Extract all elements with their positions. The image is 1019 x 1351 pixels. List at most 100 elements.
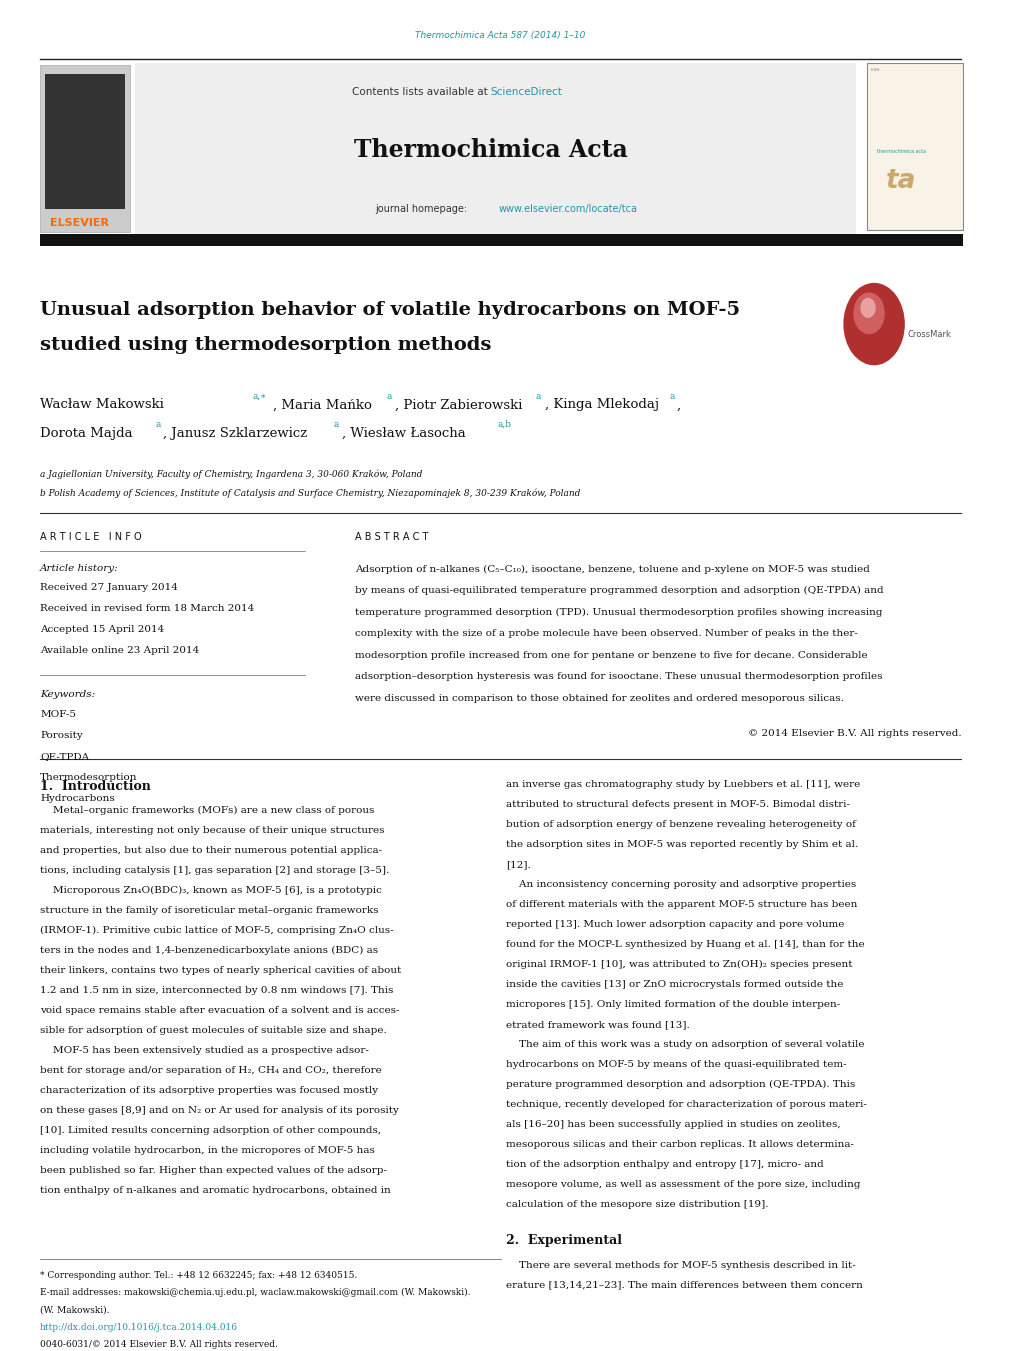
Text: 2.  Experimental: 2. Experimental	[505, 1233, 621, 1247]
Text: their linkers, contains two types of nearly spherical cavities of about: their linkers, contains two types of nea…	[40, 966, 400, 975]
Text: Hydrocarbons: Hydrocarbons	[40, 794, 115, 802]
Text: [10]. Limited results concerning adsorption of other compounds,: [10]. Limited results concerning adsorpt…	[40, 1125, 381, 1135]
Text: a Jagiellonian University, Faculty of Chemistry, Ingardena 3, 30-060 Kraków, Pol: a Jagiellonian University, Faculty of Ch…	[40, 470, 422, 480]
Text: [12].: [12].	[505, 861, 530, 870]
Text: micropores [15]. Only limited formation of the double interpen-: micropores [15]. Only limited formation …	[505, 1000, 839, 1009]
Text: , Janusz Szklarzewicz: , Janusz Szklarzewicz	[163, 427, 307, 439]
Text: http://dx.doi.org/10.1016/j.tca.2014.04.016: http://dx.doi.org/10.1016/j.tca.2014.04.…	[40, 1324, 237, 1332]
Text: materials, interesting not only because of their unique structures: materials, interesting not only because …	[40, 825, 384, 835]
Text: Article history:: Article history:	[40, 565, 118, 573]
Text: Thermochimica Acta 587 (2014) 1–10: Thermochimica Acta 587 (2014) 1–10	[415, 31, 585, 39]
Text: structure in the family of isoreticular metal–organic frameworks: structure in the family of isoreticular …	[40, 907, 378, 915]
Text: found for the MOCP-L synthesized by Huang et al. [14], than for the: found for the MOCP-L synthesized by Huan…	[505, 940, 863, 950]
Text: tions, including catalysis [1], gas separation [2] and storage [3–5].: tions, including catalysis [1], gas sepa…	[40, 866, 389, 875]
Text: the adsorption sites in MOF-5 was reported recently by Shim et al.: the adsorption sites in MOF-5 was report…	[505, 840, 857, 850]
Text: ScienceDirect: ScienceDirect	[490, 86, 561, 97]
Text: tion of the adsorption enthalpy and entropy [17], micro- and: tion of the adsorption enthalpy and entr…	[505, 1161, 822, 1169]
Text: Unusual adsorption behavior of volatile hydrocarbons on MOF-5: Unusual adsorption behavior of volatile …	[40, 301, 740, 319]
Text: a: a	[155, 420, 160, 430]
Text: original IRMOF-1 [10], was attributed to Zn(OH)₂ species present: original IRMOF-1 [10], was attributed to…	[505, 961, 851, 970]
Text: Available online 23 April 2014: Available online 23 April 2014	[40, 646, 199, 655]
Text: by means of quasi-equilibrated temperature programmed desorption and adsorption : by means of quasi-equilibrated temperatu…	[355, 586, 883, 596]
Text: erature [13,14,21–23]. The main differences between them concern: erature [13,14,21–23]. The main differen…	[505, 1281, 862, 1290]
Text: Wacław Makowski: Wacław Makowski	[40, 399, 164, 411]
Text: journal homepage:: journal homepage:	[375, 204, 470, 215]
Text: ta: ta	[886, 168, 915, 195]
Text: Porosity: Porosity	[40, 731, 83, 740]
Text: a: a	[386, 392, 391, 401]
Text: A B S T R A C T: A B S T R A C T	[355, 532, 428, 542]
Text: b Polish Academy of Sciences, Institute of Catalysis and Surface Chemistry, Niez: b Polish Academy of Sciences, Institute …	[40, 489, 580, 499]
Text: ISSN: ISSN	[870, 68, 879, 72]
Text: (IRMOF-1). Primitive cubic lattice of MOF-5, comprising Zn₄O clus-: (IRMOF-1). Primitive cubic lattice of MO…	[40, 925, 393, 935]
Text: ELSEVIER: ELSEVIER	[50, 218, 109, 228]
Text: thermochimica acta: thermochimica acta	[875, 149, 925, 154]
Text: technique, recently developed for characterization of porous materi-: technique, recently developed for charac…	[505, 1100, 866, 1109]
Text: (W. Makowski).: (W. Makowski).	[40, 1306, 109, 1315]
Text: Accepted 15 April 2014: Accepted 15 April 2014	[40, 626, 164, 634]
Text: hydrocarbons on MOF-5 by means of the quasi-equilibrated tem-: hydrocarbons on MOF-5 by means of the qu…	[505, 1061, 846, 1069]
Text: calculation of the mesopore size distribution [19].: calculation of the mesopore size distrib…	[505, 1200, 767, 1209]
Text: The aim of this work was a study on adsorption of several volatile: The aim of this work was a study on adso…	[505, 1040, 863, 1050]
Text: ,: ,	[677, 399, 681, 411]
Text: Thermodesorption: Thermodesorption	[40, 773, 138, 782]
Text: E-mail addresses: makowski@chemia.uj.edu.pl, waclaw.makowski@gmail.com (W. Makow: E-mail addresses: makowski@chemia.uj.edu…	[40, 1289, 470, 1297]
Text: including volatile hydrocarbon, in the micropores of MOF-5 has: including volatile hydrocarbon, in the m…	[40, 1146, 375, 1155]
Text: Metal–organic frameworks (MOFs) are a new class of porous: Metal–organic frameworks (MOFs) are a ne…	[40, 807, 374, 815]
FancyBboxPatch shape	[45, 74, 125, 209]
Text: void space remains stable after evacuation of a solvent and is acces-: void space remains stable after evacuati…	[40, 1006, 399, 1015]
Text: adsorption–desorption hysteresis was found for isooctane. These unusual thermode: adsorption–desorption hysteresis was fou…	[355, 673, 882, 681]
Text: 1.  Introduction: 1. Introduction	[40, 781, 151, 793]
Text: 1.2 and 1.5 nm in size, interconnected by 0.8 nm windows [7]. This: 1.2 and 1.5 nm in size, interconnected b…	[40, 986, 393, 994]
Text: MOF-5 has been extensively studied as a prospective adsor-: MOF-5 has been extensively studied as a …	[40, 1046, 369, 1055]
Text: Microporous Zn₄O(BDC)₃, known as MOF-5 [6], is a prototypic: Microporous Zn₄O(BDC)₃, known as MOF-5 […	[40, 886, 381, 896]
Text: Contents lists available at: Contents lists available at	[352, 86, 490, 97]
Text: bution of adsorption energy of benzene revealing heterogeneity of: bution of adsorption energy of benzene r…	[505, 820, 855, 830]
Text: studied using thermodesorption methods: studied using thermodesorption methods	[40, 336, 491, 354]
FancyBboxPatch shape	[866, 63, 962, 230]
Text: temperature programmed desorption (TPD). Unusual thermodesorption profiles showi: temperature programmed desorption (TPD).…	[355, 608, 882, 617]
Text: als [16–20] has been successfully applied in studies on zeolites,: als [16–20] has been successfully applie…	[505, 1120, 840, 1129]
Text: 0040-6031/© 2014 Elsevier B.V. All rights reserved.: 0040-6031/© 2014 Elsevier B.V. All right…	[40, 1340, 277, 1348]
Text: mesoporous silicas and their carbon replicas. It allows determina-: mesoporous silicas and their carbon repl…	[505, 1140, 853, 1150]
Text: Thermochimica Acta: Thermochimica Acta	[354, 138, 627, 162]
Text: Received in revised form 18 March 2014: Received in revised form 18 March 2014	[40, 604, 254, 613]
Text: , Maria Mańko: , Maria Mańko	[273, 399, 372, 411]
Text: An inconsistency concerning porosity and adsorptive properties: An inconsistency concerning porosity and…	[505, 881, 855, 889]
FancyBboxPatch shape	[40, 65, 130, 232]
Text: modesorption profile increased from one for pentane or benzene to five for decan: modesorption profile increased from one …	[355, 651, 867, 659]
Text: an inverse gas chromatography study by Luebbers et al. [11], were: an inverse gas chromatography study by L…	[505, 781, 859, 789]
Text: , Piotr Zabierowski: , Piotr Zabierowski	[395, 399, 523, 411]
Text: a: a	[535, 392, 540, 401]
Text: attributed to structural defects present in MOF-5. Bimodal distri-: attributed to structural defects present…	[505, 801, 849, 809]
Text: characterization of its adsorptive properties was focused mostly: characterization of its adsorptive prope…	[40, 1086, 378, 1094]
Text: reported [13]. Much lower adsorption capacity and pore volume: reported [13]. Much lower adsorption cap…	[505, 920, 843, 929]
Text: QE-TPDA: QE-TPDA	[40, 753, 89, 761]
Text: Received 27 January 2014: Received 27 January 2014	[40, 584, 177, 592]
Text: mesopore volume, as well as assessment of the pore size, including: mesopore volume, as well as assessment o…	[505, 1181, 859, 1189]
Circle shape	[844, 284, 903, 365]
Circle shape	[853, 293, 883, 334]
Text: A R T I C L E   I N F O: A R T I C L E I N F O	[40, 532, 142, 542]
FancyBboxPatch shape	[40, 234, 962, 246]
Text: a: a	[669, 392, 675, 401]
Text: of different materials with the apparent MOF-5 structure has been: of different materials with the apparent…	[505, 900, 856, 909]
Text: Adsorption of n-alkanes (C₅–C₁₀), isooctane, benzene, toluene and p-xylene on MO: Adsorption of n-alkanes (C₅–C₁₀), isooct…	[355, 565, 869, 574]
Text: , Kinga Mlekodaj: , Kinga Mlekodaj	[544, 399, 658, 411]
Text: Dorota Majda: Dorota Majda	[40, 427, 132, 439]
Text: a,∗: a,∗	[252, 392, 266, 401]
Text: There are several methods for MOF-5 synthesis described in lit-: There are several methods for MOF-5 synt…	[505, 1260, 855, 1270]
Text: CrossMark: CrossMark	[906, 331, 950, 339]
Text: ters in the nodes and 1,4-benzenedicarboxylate anions (BDC) as: ters in the nodes and 1,4-benzenedicarbo…	[40, 946, 378, 955]
Text: a,b: a,b	[497, 420, 512, 430]
Text: and properties, but also due to their numerous potential applica-: and properties, but also due to their nu…	[40, 846, 382, 855]
Text: perature programmed desorption and adsorption (QE-TPDA). This: perature programmed desorption and adsor…	[505, 1081, 854, 1089]
Text: sible for adsorption of guest molecules of suitable size and shape.: sible for adsorption of guest molecules …	[40, 1025, 386, 1035]
Text: complexity with the size of a probe molecule have been observed. Number of peaks: complexity with the size of a probe mole…	[355, 630, 857, 638]
Text: © 2014 Elsevier B.V. All rights reserved.: © 2014 Elsevier B.V. All rights reserved…	[747, 730, 960, 738]
Text: bent for storage and/or separation of H₂, CH₄ and CO₂, therefore: bent for storage and/or separation of H₂…	[40, 1066, 381, 1075]
Text: etrated framework was found [13].: etrated framework was found [13].	[505, 1020, 689, 1029]
Text: , Wiesław Łasocha: , Wiesław Łasocha	[342, 427, 466, 439]
Text: www.elsevier.com/locate/tca: www.elsevier.com/locate/tca	[498, 204, 637, 215]
FancyBboxPatch shape	[136, 63, 855, 236]
